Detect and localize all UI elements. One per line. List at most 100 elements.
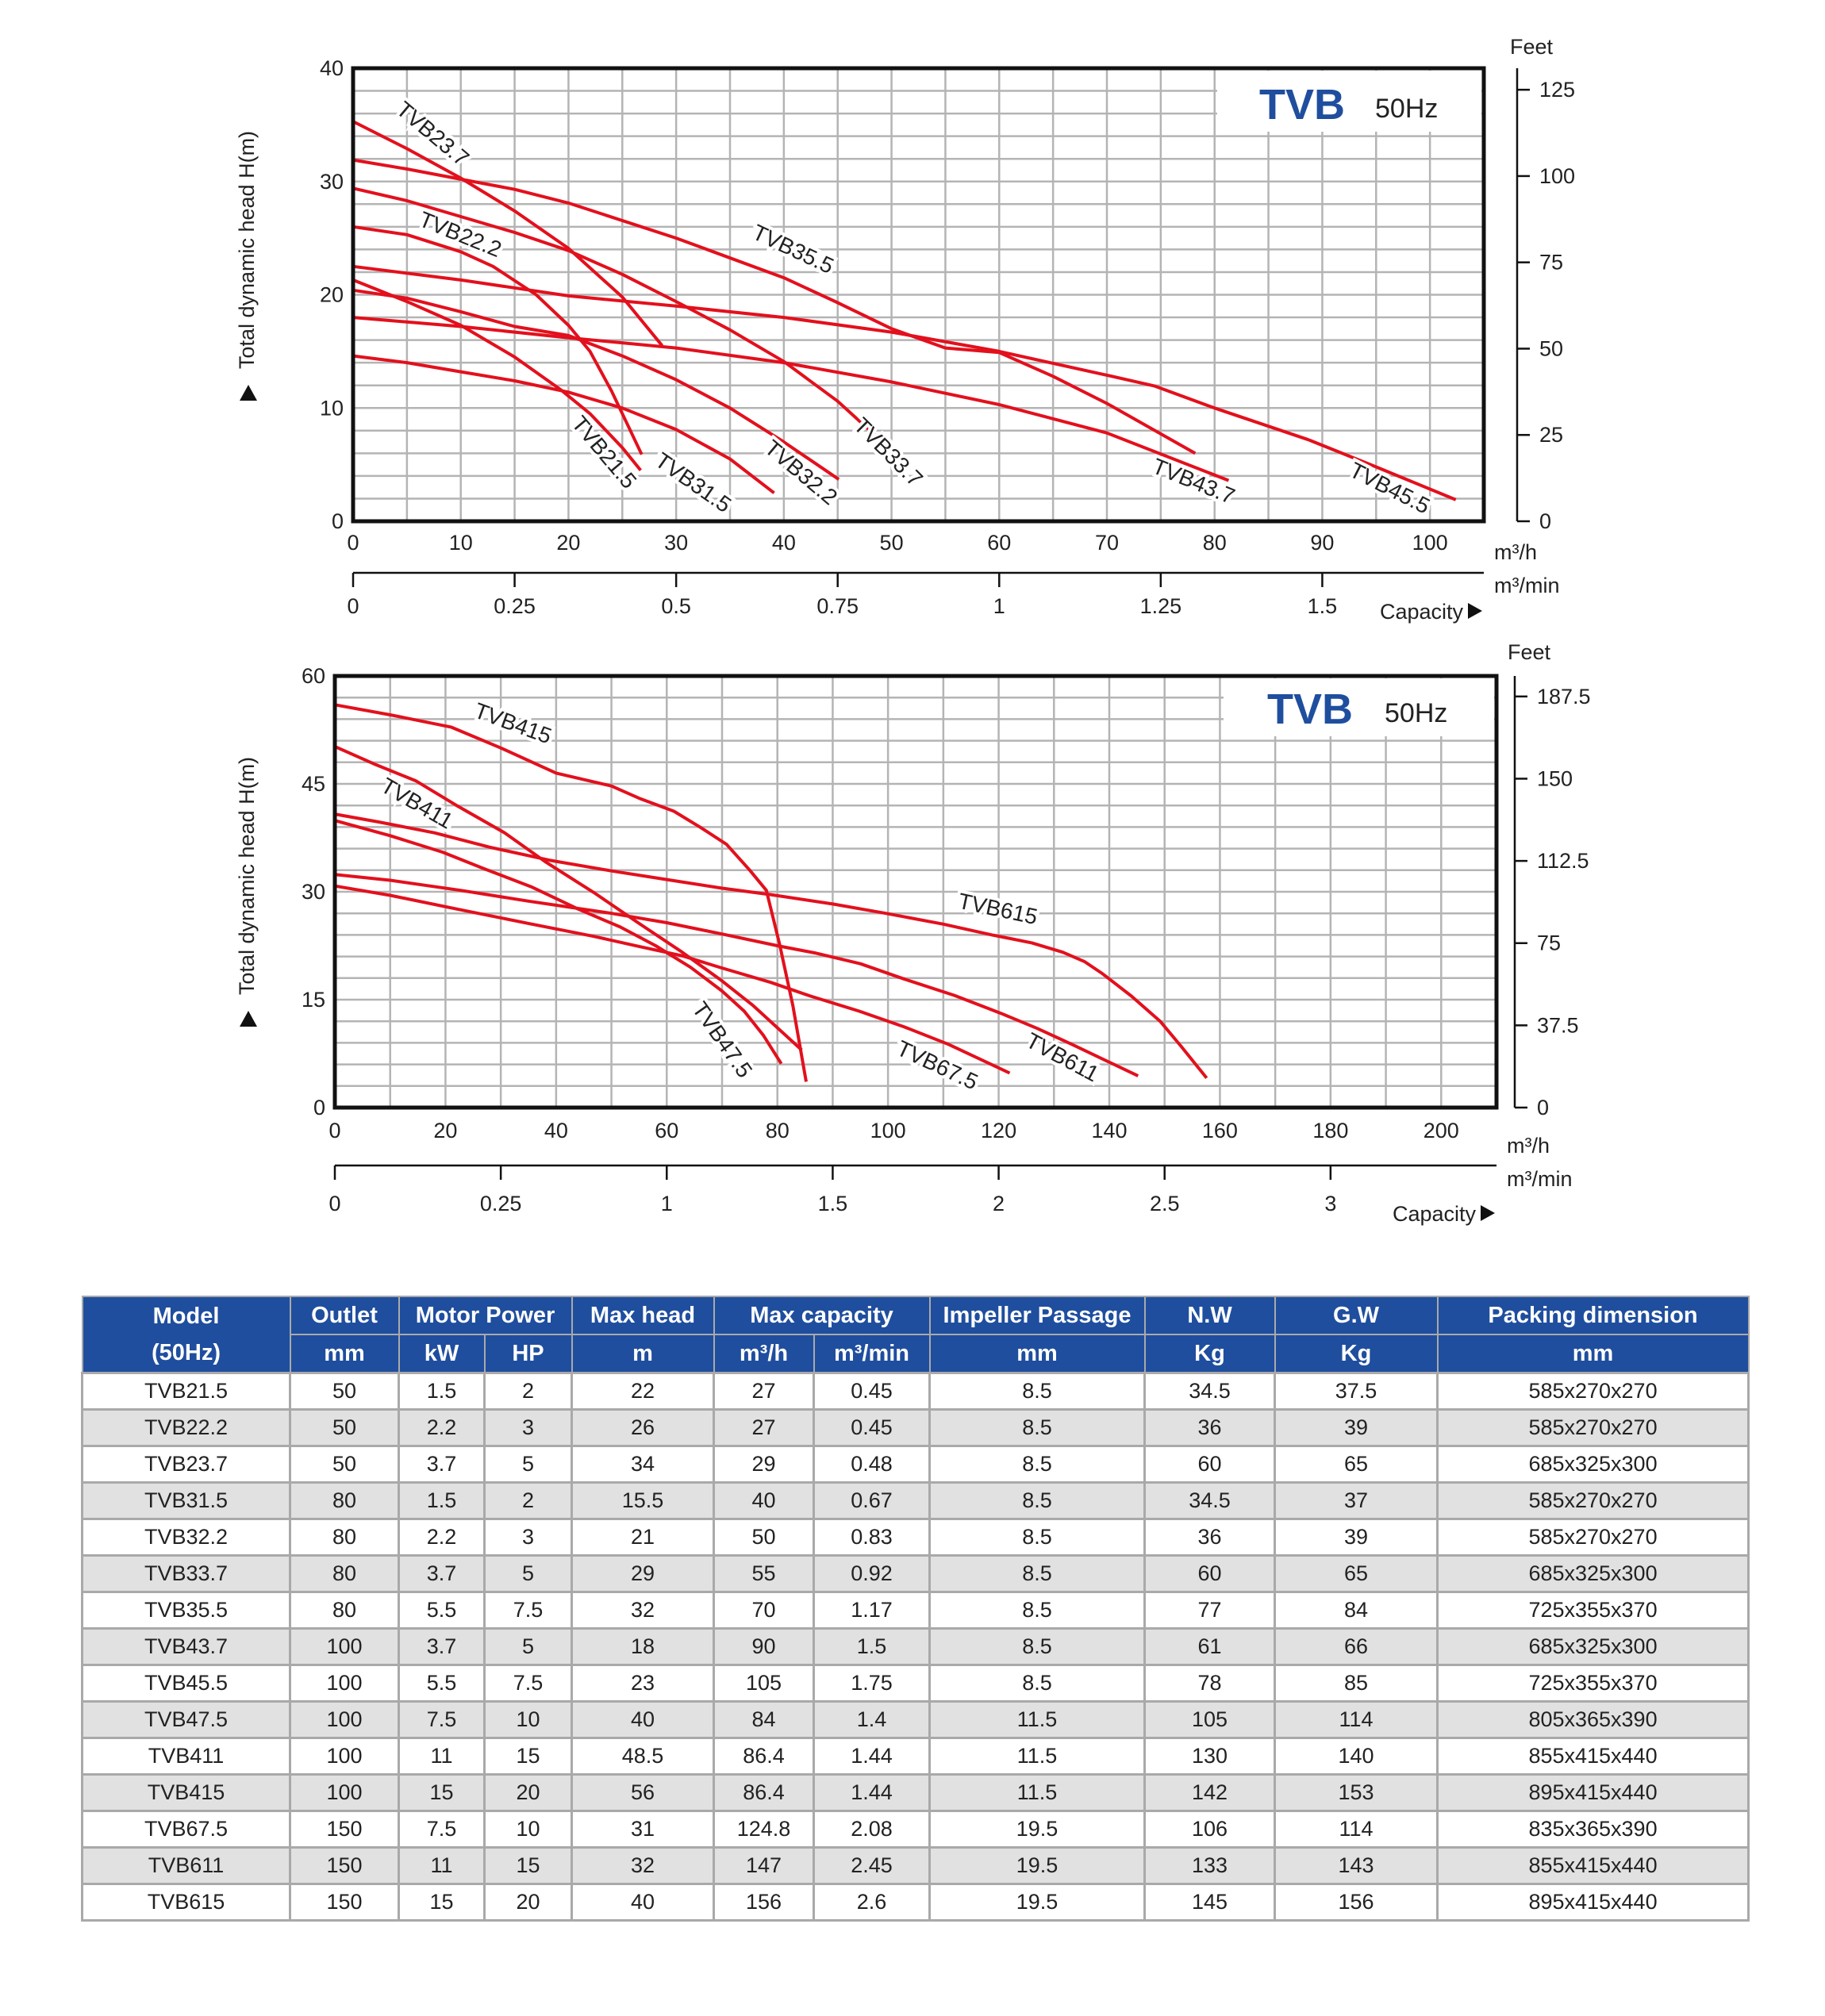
table-cell: 100 (289, 1700, 400, 1739)
x-tick-label: 180 (1312, 1119, 1348, 1142)
model-cell: TVB23.7 (81, 1445, 291, 1484)
table-cell: 100 (289, 1737, 400, 1776)
model-cell: TVB21.5 (81, 1372, 291, 1411)
curve-tvb31-5 (352, 354, 775, 494)
table-cell: 15 (398, 1883, 486, 1922)
y-axis-title: Total dynamic head H(m) (235, 131, 259, 369)
header-unit: m (571, 1334, 715, 1374)
table-cell: 106 (1143, 1810, 1277, 1849)
x-tick-label: 0 (328, 1119, 340, 1142)
model-cell: TVB43.7 (81, 1627, 291, 1666)
model-cell: TVB35.5 (81, 1591, 291, 1630)
table-cell: 100 (289, 1664, 400, 1703)
model-cell: TVB611 (81, 1846, 291, 1885)
table-cell: 140 (1274, 1737, 1439, 1776)
triangle-right-icon (1481, 1205, 1495, 1221)
model-cell: TVB45.5 (81, 1664, 291, 1703)
brand-logo: TVB (1267, 685, 1353, 733)
x-tick-label: 90 (1310, 531, 1334, 555)
series-label: TVB33.7 (849, 413, 928, 491)
table-cell: 26 (571, 1408, 715, 1447)
model-cell: TVB47.5 (81, 1700, 291, 1739)
chart-2: TVB 50HzTVB415TVB411TVB47.5TVB615TVB611TV… (235, 640, 1590, 1226)
capacity-min-tick-label: 3 (1324, 1192, 1336, 1215)
x-tick-label: 60 (987, 531, 1011, 555)
capacity-min-tick-label: 2.5 (1150, 1192, 1180, 1215)
y-tick-label: 0 (332, 509, 344, 533)
x-tick-label: 20 (433, 1119, 457, 1142)
table-cell: 895x415x440 (1436, 1883, 1750, 1922)
feet-tick-label: 0 (1537, 1096, 1549, 1119)
table-cell: 78 (1143, 1664, 1277, 1703)
curve-tvb23-7 (352, 120, 664, 347)
curve-tvb411 (334, 745, 803, 1051)
x-tick-label: 100 (870, 1119, 906, 1142)
table-cell: 855x415x440 (1436, 1737, 1750, 1776)
table-cell: 85 (1274, 1664, 1439, 1703)
triangle-right-icon (1468, 603, 1482, 619)
table-cell: 22 (571, 1372, 715, 1411)
model-cell: TVB31.5 (81, 1481, 291, 1520)
capacity-min-tick-label: 0 (347, 594, 359, 618)
model-cell: TVB22.2 (81, 1408, 291, 1447)
table-cell: 5.5 (398, 1664, 486, 1703)
table-cell: 65 (1274, 1445, 1439, 1484)
table-cell: 105 (713, 1664, 815, 1703)
table-cell: 5.5 (398, 1591, 486, 1630)
model-cell: TVB615 (81, 1883, 291, 1922)
curve-tvb33-7 (352, 186, 904, 462)
header-row-1: Model (50Hz) Outlet Motor Power Max head … (81, 1296, 1750, 1374)
capacity-min-tick-label: 1.5 (1308, 594, 1338, 618)
table-cell: 105 (1143, 1700, 1277, 1739)
capacity-min-tick-label: 1 (661, 1192, 673, 1215)
x-tick-label: 200 (1424, 1119, 1459, 1142)
table-cell: 70 (713, 1591, 815, 1630)
table-cell: 29 (571, 1554, 715, 1593)
curve-tvb35-5 (352, 158, 1197, 455)
table-cell: 0.92 (812, 1554, 932, 1593)
x-unit-label: m³/h (1494, 540, 1537, 564)
table-cell: 147 (713, 1846, 815, 1885)
table-cell: 3.7 (398, 1627, 486, 1666)
table-cell: 156 (1274, 1883, 1439, 1922)
header-model-sub: (50Hz) (151, 1340, 221, 1365)
feet-tick-label: 50 (1539, 336, 1563, 360)
header-unit: Kg (1274, 1334, 1439, 1374)
table-cell: 8.5 (928, 1554, 1147, 1593)
series-label: TVB43.7 (1149, 454, 1239, 509)
table-row: TVB45.5 100 5.5 7.5 23 105 1.75 8.5 78 85 725x355x… (81, 1664, 1750, 1703)
curve-tvb67-5 (334, 884, 1011, 1075)
triangle-up-icon (240, 1011, 257, 1027)
table-cell: 66 (1274, 1627, 1439, 1666)
table-cell: 685x325x300 (1436, 1445, 1750, 1484)
table-cell: 0.45 (812, 1408, 932, 1447)
capacity-min-tick-label: 1.25 (1140, 594, 1182, 618)
y-tick-label: 30 (302, 880, 325, 904)
table-cell: 32 (571, 1591, 715, 1630)
brand-logo: TVB (1259, 81, 1345, 129)
x-axis-title: Capacity (1393, 1202, 1477, 1226)
table-cell: 1.4 (812, 1700, 932, 1739)
y-tick-label: 40 (320, 56, 344, 80)
model-cell: TVB32.2 (81, 1518, 291, 1557)
table-cell: 90 (713, 1627, 815, 1666)
model-cell: TVB415 (81, 1773, 291, 1812)
table-cell: 18 (571, 1627, 715, 1666)
capacity-min-tick-label: 0.5 (661, 594, 691, 618)
table-cell: 40 (571, 1883, 715, 1922)
table-row: TVB415 100 15 20 56 86.4 1.44 11.5 142 153 895x415… (81, 1773, 1750, 1812)
table-cell: 855x415x440 (1436, 1846, 1750, 1885)
table-cell: 10 (483, 1700, 573, 1739)
header-unit: Kg (1143, 1334, 1276, 1374)
table-cell: 50 (289, 1408, 400, 1447)
table-cell: 1.17 (812, 1591, 932, 1630)
table-row: TVB411 100 11 15 48.5 86.4 1.44 11.5 130 140 855x4… (81, 1737, 1750, 1776)
table-cell: 114 (1274, 1810, 1439, 1849)
table-cell: 8.5 (928, 1591, 1147, 1630)
table-cell: 156 (713, 1883, 815, 1922)
table-cell: 1.5 (812, 1627, 932, 1666)
x-tick-label: 140 (1091, 1119, 1127, 1142)
x-tick-label: 80 (1203, 531, 1227, 555)
